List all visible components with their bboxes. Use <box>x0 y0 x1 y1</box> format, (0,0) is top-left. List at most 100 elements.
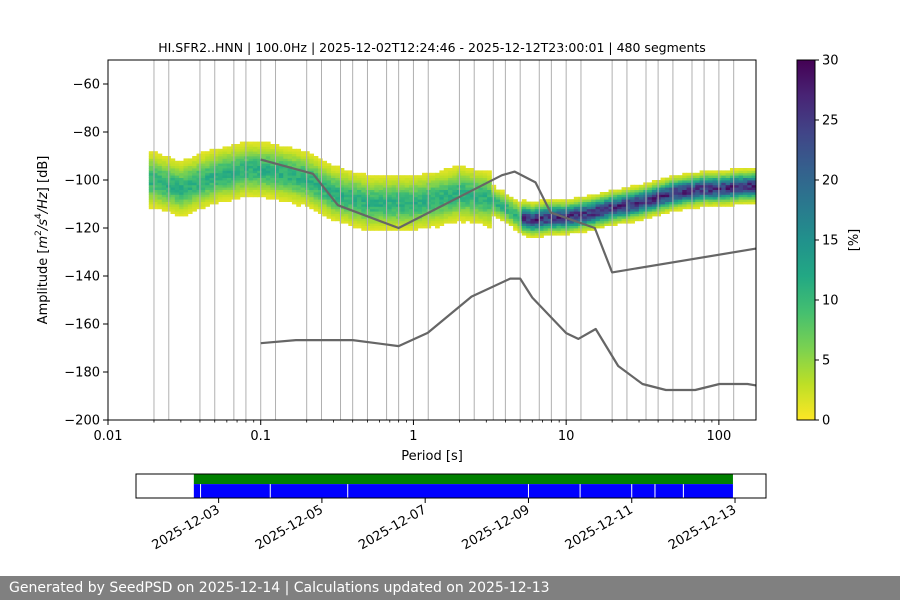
heatmap-cell <box>552 199 557 202</box>
heatmap-cell <box>422 192 427 195</box>
heatmap-cell <box>291 156 297 159</box>
heatmap-cell <box>422 223 427 226</box>
heatmap-cell <box>157 194 163 198</box>
heatmap-cell <box>335 216 341 219</box>
heatmap-cell <box>504 199 510 202</box>
heatmap-cell <box>213 153 219 157</box>
footer-bar: Generated by SeedPSD on 2025-12-14 | Cal… <box>0 576 900 600</box>
heatmap-cell <box>682 194 688 198</box>
heatmap-cell <box>422 187 427 190</box>
heatmap-cell <box>552 204 557 207</box>
heatmap-cell <box>734 192 740 195</box>
heatmap-cell <box>222 194 228 198</box>
heatmap-cell <box>504 196 510 200</box>
heatmap-cell <box>508 223 514 226</box>
heatmap-cell <box>378 192 384 195</box>
heatmap-cell <box>738 177 744 181</box>
heatmap-cell <box>430 223 436 226</box>
heatmap-cell <box>287 153 293 157</box>
heatmap-cell <box>148 196 154 200</box>
heatmap-cell <box>482 213 488 217</box>
heatmap-cell <box>452 211 458 214</box>
heatmap-cell <box>374 206 380 210</box>
heatmap-cell <box>461 165 466 169</box>
heatmap-cell <box>734 175 740 178</box>
heatmap-cell <box>504 220 510 224</box>
heatmap-cell <box>734 170 740 174</box>
heatmap-cell <box>161 189 167 193</box>
heatmap-cell <box>569 223 575 226</box>
heatmap-cell <box>573 199 579 202</box>
heatmap-cell <box>387 213 393 217</box>
heatmap-cell <box>712 201 718 205</box>
heatmap-cell <box>179 201 184 205</box>
heatmap-cell <box>252 156 258 159</box>
heatmap-cell <box>378 180 384 183</box>
heatmap-cell <box>465 211 471 214</box>
heatmap-cell <box>439 213 445 217</box>
heatmap-cell <box>317 163 323 166</box>
heatmap-cell <box>257 172 262 176</box>
heatmap-cell <box>478 218 484 222</box>
heatmap-cell <box>526 204 531 207</box>
heatmap-cell <box>265 163 271 166</box>
heatmap-cell <box>235 170 241 174</box>
heatmap-cell <box>192 158 197 162</box>
heatmap-cell <box>482 170 488 174</box>
heatmap-cell <box>630 194 635 198</box>
heatmap-cell <box>422 180 427 183</box>
heatmap-cell <box>356 201 362 205</box>
heatmap-cell <box>630 192 635 195</box>
heatmap-cell <box>599 220 605 224</box>
heatmap-cell <box>552 201 557 205</box>
heatmap-cell <box>686 206 692 210</box>
heatmap-cell <box>174 201 180 205</box>
heatmap-cell <box>235 182 241 186</box>
heatmap-cell <box>309 177 315 181</box>
heatmap-cell <box>205 151 210 154</box>
heatmap-cell <box>378 189 384 193</box>
heatmap-cell <box>213 156 219 159</box>
heatmap-cell <box>612 206 618 210</box>
heatmap-cell <box>174 182 180 186</box>
heatmap-cell <box>482 201 488 205</box>
heatmap-cell <box>248 170 254 174</box>
heatmap-cell <box>656 182 661 186</box>
heatmap-cell <box>313 187 319 190</box>
heatmap-cell <box>261 156 267 159</box>
heatmap-cell <box>370 223 375 226</box>
heatmap-cell <box>352 192 358 195</box>
heatmap-cell <box>361 199 367 202</box>
heatmap-cell <box>378 218 384 222</box>
heatmap-cell <box>304 182 310 186</box>
heatmap-cell <box>179 182 184 186</box>
heatmap-cell <box>343 177 349 181</box>
heatmap-cell <box>235 189 241 193</box>
heatmap-cell <box>304 184 310 188</box>
heatmap-cell <box>226 165 232 169</box>
heatmap-cell <box>669 187 674 190</box>
heatmap-cell <box>474 216 479 219</box>
heatmap-cell <box>556 208 562 212</box>
heatmap-cell <box>270 146 275 150</box>
heatmap-cell <box>291 175 297 178</box>
heatmap-cell <box>365 182 371 186</box>
heatmap-cell <box>322 194 328 198</box>
heatmap-cell <box>361 223 367 226</box>
heatmap-cell <box>300 160 306 164</box>
heatmap-cell <box>638 196 644 200</box>
heatmap-cell <box>409 228 414 231</box>
timeline-tick-label: 2025-12-07 <box>356 502 429 553</box>
heatmap-cell <box>296 194 301 198</box>
heatmap-cell <box>495 206 501 210</box>
heatmap-cell <box>625 192 631 195</box>
heatmap-cell <box>153 170 158 174</box>
heatmap-cell <box>638 192 644 195</box>
heatmap-cell <box>530 216 536 219</box>
heatmap-cell <box>725 177 731 181</box>
heatmap-cell <box>708 204 714 207</box>
heatmap-cell <box>257 153 262 157</box>
heatmap-cell <box>669 196 674 200</box>
heatmap-cell <box>213 182 219 186</box>
heatmap-cell <box>569 206 575 210</box>
